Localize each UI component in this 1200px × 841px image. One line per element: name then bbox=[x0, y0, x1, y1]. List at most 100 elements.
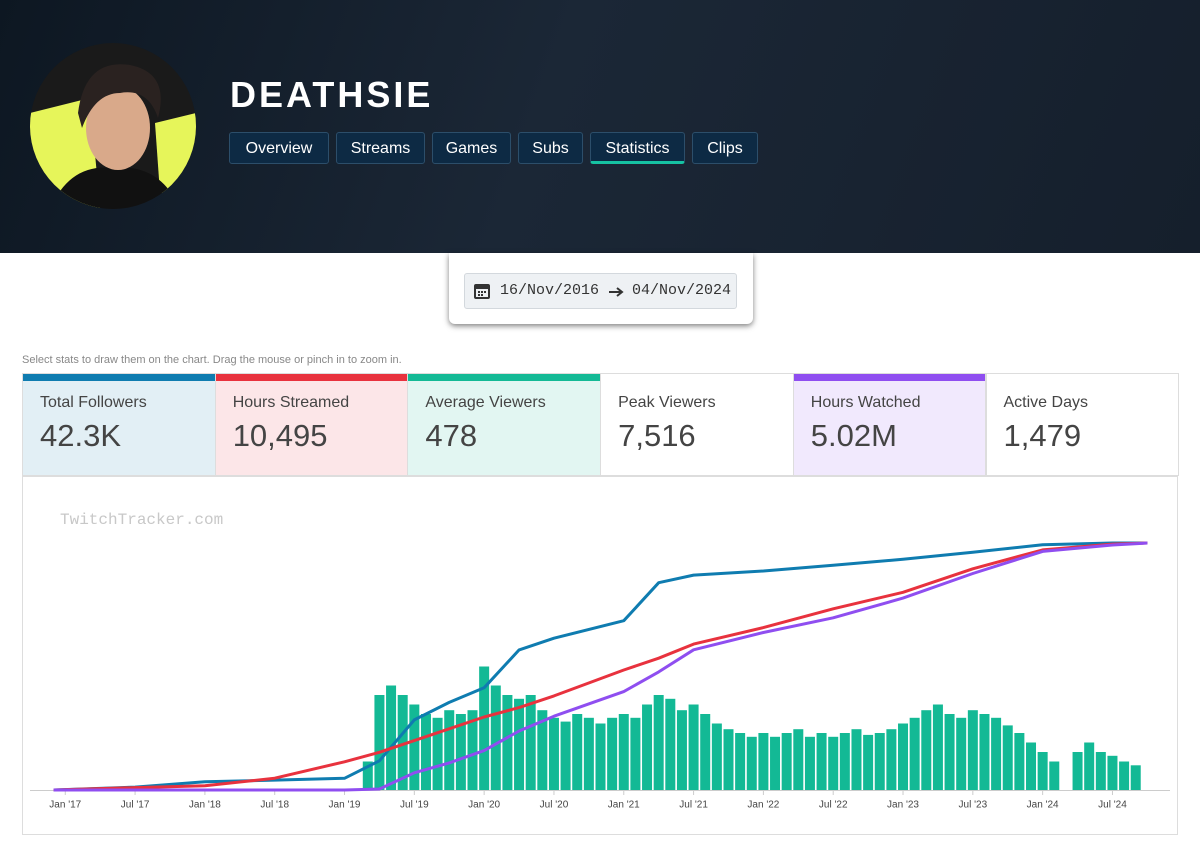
bar bbox=[537, 710, 548, 790]
date-to: 04/Nov/2024 bbox=[632, 282, 732, 299]
bar bbox=[874, 733, 885, 790]
bar bbox=[1072, 752, 1083, 790]
bar bbox=[525, 695, 536, 790]
bar bbox=[1107, 755, 1118, 790]
bar bbox=[956, 717, 967, 790]
bar bbox=[804, 736, 815, 790]
bar bbox=[490, 685, 501, 790]
date-range-input[interactable]: 16/Nov/2016 04/Nov/2024 bbox=[464, 273, 737, 309]
bar bbox=[572, 714, 583, 790]
bar bbox=[420, 714, 431, 790]
bar bbox=[618, 714, 629, 790]
bar bbox=[1026, 742, 1037, 790]
bar bbox=[444, 710, 455, 790]
x-tick-label: Jan '23 bbox=[887, 800, 919, 811]
bar bbox=[711, 723, 722, 790]
stat-box[interactable]: Hours Streamed 10,495 bbox=[214, 373, 409, 476]
stat-tint bbox=[793, 374, 986, 475]
bar bbox=[746, 736, 757, 790]
stat-label: Active Days bbox=[1003, 394, 1088, 411]
bar bbox=[1002, 725, 1013, 790]
bar bbox=[793, 729, 804, 790]
x-tick-label: Jul '20 bbox=[540, 800, 569, 811]
bar bbox=[665, 698, 676, 790]
stat-color-bar bbox=[23, 374, 215, 381]
bar bbox=[653, 695, 664, 790]
x-tick-label: Jan '17 bbox=[49, 800, 81, 811]
bar bbox=[944, 714, 955, 790]
stat-label: Peak Viewers bbox=[618, 394, 716, 411]
profile-header: DEATHSIE Overview Streams Games Subs Statist… bbox=[0, 0, 1200, 253]
bar bbox=[467, 710, 478, 790]
bar bbox=[514, 698, 525, 790]
stat-color-bar bbox=[793, 374, 986, 381]
bar bbox=[863, 734, 874, 790]
x-tick-label: Jan '24 bbox=[1027, 800, 1059, 811]
stat-box[interactable]: Average Viewers 478 bbox=[407, 373, 602, 476]
bar bbox=[455, 714, 466, 790]
stat-label: Hours Streamed bbox=[232, 394, 350, 411]
bar bbox=[1130, 765, 1141, 790]
bar bbox=[839, 733, 850, 790]
bar bbox=[1037, 752, 1048, 790]
nav-tab[interactable]: Subs bbox=[518, 132, 583, 164]
bar bbox=[967, 710, 978, 790]
stat-value: 478 bbox=[425, 418, 478, 453]
line bbox=[53, 541, 1148, 792]
bar bbox=[828, 736, 839, 790]
bar bbox=[909, 717, 920, 790]
bar bbox=[1014, 733, 1025, 790]
bar bbox=[851, 729, 862, 790]
x-tick-label: Jul '23 bbox=[959, 800, 988, 811]
x-tick-label: Jan '19 bbox=[329, 800, 361, 811]
bar bbox=[642, 704, 653, 790]
bar bbox=[386, 685, 397, 790]
bar bbox=[991, 717, 1002, 790]
bar bbox=[362, 761, 373, 790]
chart-frame bbox=[22, 476, 1178, 835]
stat-box[interactable]: Peak Viewers 7,516 bbox=[600, 373, 794, 476]
bar bbox=[688, 704, 699, 790]
stat-tint bbox=[23, 374, 215, 475]
bar bbox=[979, 714, 990, 790]
stat-box[interactable]: Active Days 1,479 bbox=[985, 373, 1180, 476]
stat-value: 10,495 bbox=[232, 418, 328, 453]
x-tick-label: Jan '21 bbox=[608, 800, 640, 811]
bar bbox=[770, 736, 781, 790]
stat-value: 1,479 bbox=[1003, 418, 1082, 453]
x-tick-label: Jan '22 bbox=[747, 800, 779, 811]
bar bbox=[397, 695, 408, 790]
bar bbox=[886, 729, 897, 790]
bar bbox=[723, 729, 734, 790]
bar bbox=[630, 717, 641, 790]
bar bbox=[432, 717, 443, 790]
stat-tint bbox=[215, 374, 408, 475]
bar bbox=[921, 710, 932, 790]
bar bbox=[735, 733, 746, 790]
bar bbox=[1084, 742, 1095, 790]
channel-name: DEATHSIE bbox=[230, 74, 434, 115]
bar bbox=[502, 695, 513, 790]
stat-label: Total Followers bbox=[40, 394, 147, 411]
nav-tab[interactable]: Overview bbox=[229, 132, 329, 164]
nav-tab[interactable]: Statistics bbox=[590, 132, 685, 164]
bar bbox=[781, 733, 792, 790]
x-tick-label: Jan '20 bbox=[468, 800, 500, 811]
date-card: 16/Nov/2016 04/Nov/2024 bbox=[449, 253, 753, 324]
x-tick-label: Jul '18 bbox=[260, 800, 289, 811]
stat-label: Average Viewers bbox=[425, 394, 546, 411]
bar bbox=[1095, 752, 1106, 790]
x-tick-label: Jul '19 bbox=[400, 800, 429, 811]
arrow bbox=[609, 287, 624, 297]
nav-tab[interactable]: Streams bbox=[336, 132, 425, 164]
stat-label: Hours Watched bbox=[810, 394, 921, 411]
stat-tint bbox=[408, 374, 601, 475]
stat-box[interactable]: Total Followers 42.3K bbox=[22, 373, 216, 476]
calendar-icon bbox=[474, 284, 490, 299]
nav-tab[interactable]: Clips bbox=[692, 132, 758, 164]
stat-box[interactable]: Hours Watched 5.02M bbox=[792, 373, 987, 476]
date-from: 16/Nov/2016 bbox=[500, 282, 600, 299]
nav-tab[interactable]: Games bbox=[432, 132, 511, 164]
bar bbox=[374, 695, 385, 790]
